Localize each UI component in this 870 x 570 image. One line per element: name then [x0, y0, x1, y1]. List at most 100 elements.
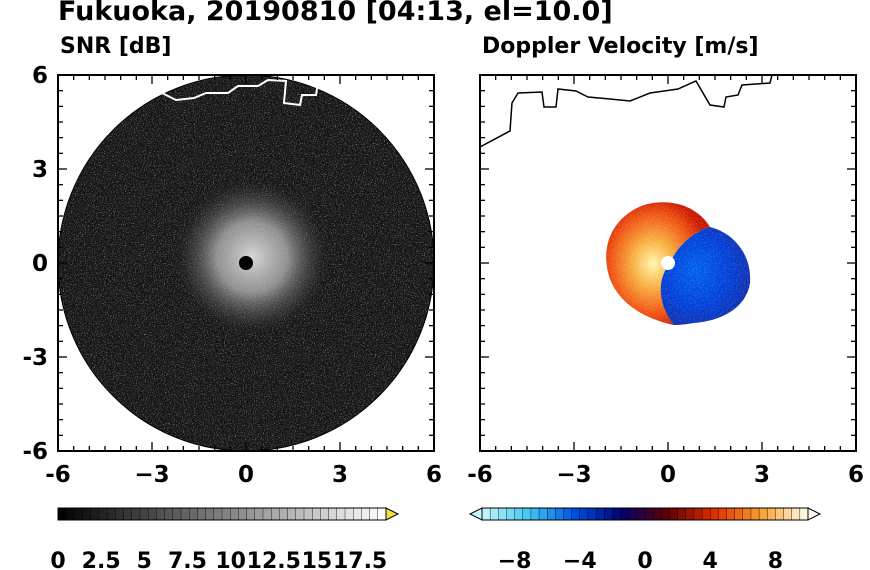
colorbar-tick-label: 0	[50, 549, 65, 570]
colorbar-segment	[677, 507, 687, 521]
colorbar-segment	[279, 507, 289, 521]
colorbar-segment	[106, 507, 116, 521]
y-tick-label: 6	[32, 63, 48, 89]
colorbar-segment	[115, 507, 125, 521]
y-tick-label: -6	[22, 439, 48, 465]
colorbar-segment	[481, 507, 491, 521]
velocity-field	[480, 75, 773, 325]
snr-field	[58, 75, 434, 451]
colorbar-segment	[287, 507, 297, 521]
colorbar-segment	[262, 507, 272, 521]
x-tick-label: −3	[134, 462, 169, 488]
colorbar-segment	[172, 507, 182, 521]
colorbar-tick-label: −8	[498, 549, 532, 570]
colorbar-segment	[361, 507, 371, 521]
colorbar-segment	[750, 507, 760, 521]
colorbar-tick-label: 2.5	[82, 549, 121, 570]
colorbar-segment	[377, 507, 387, 521]
colorbar-segment	[320, 507, 330, 521]
colorbar-tick-label: 17.5	[333, 549, 387, 570]
velocity-radar-center-marker	[661, 256, 675, 270]
colorbar-extend-max	[807, 507, 822, 521]
colorbar-segment	[734, 507, 744, 521]
colorbar-tick-label: −4	[563, 549, 597, 570]
velocity-panel-title: Doppler Velocity [m/s]	[482, 34, 759, 59]
x-tick-label: 3	[754, 462, 770, 488]
colorbar-segment	[254, 507, 264, 521]
colorbar-segment	[644, 507, 654, 521]
colorbar-segment	[188, 507, 198, 521]
colorbar-segment	[604, 507, 614, 521]
colorbar-segment	[710, 507, 719, 521]
colorbar-segment	[514, 507, 524, 521]
colorbar-segment	[563, 507, 573, 521]
colorbar-segment	[295, 507, 305, 521]
colorbar-segment	[164, 507, 174, 521]
colorbar-segment	[628, 507, 638, 521]
colorbar-segment	[538, 507, 548, 521]
colorbar-segment	[783, 507, 793, 521]
colorbar-segment	[65, 507, 75, 521]
figure-title: Fukuoka, 20190810 [04:13, el=10.0]	[58, 0, 613, 27]
x-tick-label: 0	[238, 462, 254, 488]
colorbar-segment	[328, 507, 338, 521]
colorbar-segment	[799, 507, 809, 521]
x-tick-label: 0	[660, 462, 676, 488]
colorbar-segment	[229, 507, 239, 521]
colorbar-segment	[758, 507, 768, 521]
colorbar-segment	[555, 507, 565, 521]
colorbar-segment	[661, 507, 671, 521]
y-tick-label: -3	[22, 345, 48, 371]
colorbar-tick-label: 15	[302, 549, 333, 570]
colorbar-segment	[718, 507, 728, 521]
colorbar-segment	[506, 507, 516, 521]
colorbar-segment	[620, 507, 630, 521]
colorbar-segment	[353, 507, 363, 521]
colorbar-segment	[522, 507, 532, 521]
colorbars: 0 2.5 5 7.5 10 12.5 15 17.5 −8 −4 0 4 8	[50, 507, 822, 570]
colorbar-segment	[775, 507, 785, 521]
x-tick-label: −3	[556, 462, 591, 488]
colorbar-segment	[685, 507, 695, 521]
colorbar-segment	[726, 507, 736, 521]
colorbar-segment	[221, 507, 231, 521]
colorbar-segment	[595, 507, 605, 521]
colorbar-segment	[669, 507, 679, 521]
colorbar-segment	[489, 507, 499, 521]
y-tick-label: 0	[32, 251, 48, 277]
colorbar-tick-label: 4	[703, 549, 718, 570]
colorbar-segment	[74, 507, 84, 521]
colorbar-segment	[180, 507, 190, 521]
colorbar-extend-max	[385, 507, 400, 521]
colorbar-segment	[57, 507, 67, 521]
colorbar-segment	[612, 507, 622, 521]
colorbar-segment	[312, 507, 322, 521]
colorbar-tick-label: 8	[768, 549, 783, 570]
colorbar-segment	[123, 507, 133, 521]
colorbar-tick-label: 5	[137, 549, 152, 570]
colorbar-segment	[369, 507, 379, 521]
colorbar-segment	[246, 507, 256, 521]
colorbar-segment	[98, 507, 108, 521]
x-tick-label: -6	[45, 462, 71, 488]
snr-panel-title: SNR [dB]	[60, 34, 172, 59]
x-tick-label: 6	[426, 462, 442, 488]
colorbar-segment	[205, 507, 215, 521]
colorbar-extend-min	[468, 507, 483, 521]
colorbar-segment	[498, 507, 508, 521]
colorbar-segment	[652, 507, 662, 521]
snr-bright-core	[173, 178, 331, 336]
colorbar-segment	[636, 507, 646, 521]
colorbar-segment	[82, 507, 92, 521]
snr-radar-center-marker	[239, 256, 253, 270]
colorbar-segment	[344, 507, 354, 521]
colorbar-segment	[579, 507, 589, 521]
colorbar-tick-label: 12.5	[247, 549, 301, 570]
colorbar-segment	[213, 507, 223, 521]
colorbar-segment	[156, 507, 166, 521]
colorbar-segment	[271, 507, 281, 521]
colorbar-segment	[547, 507, 556, 521]
